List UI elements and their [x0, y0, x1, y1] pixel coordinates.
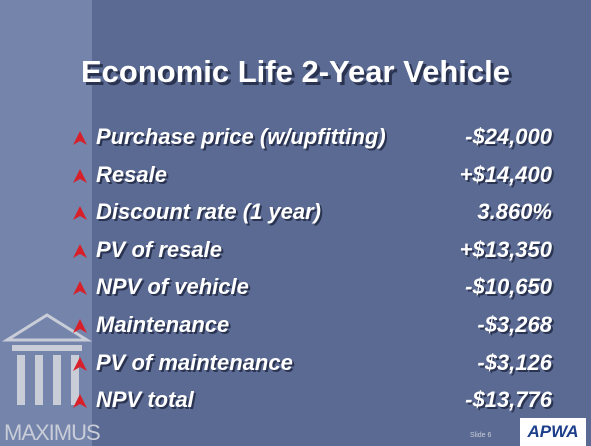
- bullet-arrow: [73, 243, 87, 258]
- bullet-arrow: [73, 319, 87, 333]
- bullet-item: Purchase price (w/upfitting) -$24,000: [72, 124, 552, 154]
- item-label: PV of resale: [96, 236, 222, 262]
- bullet-item: Resale +$14,400: [72, 162, 552, 192]
- item-value: +$13,350: [459, 236, 552, 262]
- item-value: -$10,650: [465, 274, 552, 300]
- bullet-arrow: [73, 281, 87, 296]
- slide-title: Economic Life 2-Year Vehicle: [80, 54, 511, 89]
- bullet-arrow: [73, 356, 87, 371]
- item-label: Purchase price (w/upfitting): [96, 124, 386, 149]
- bullet-item: NPV total -$13,776: [72, 387, 552, 417]
- item-value: -$3,126: [477, 349, 552, 375]
- bullet-arrow: [73, 206, 87, 221]
- item-value: 3.860%: [477, 199, 552, 225]
- partner-logo: APWA: [520, 418, 586, 446]
- bullet-item: NPV of vehicle -$10,650: [72, 274, 552, 304]
- bullet-arrow: [73, 394, 87, 409]
- item-value: -$24,000: [465, 124, 552, 149]
- item-label: PV of maintenance: [96, 349, 293, 375]
- bullet-item: PV of resale +$13,350: [72, 237, 552, 267]
- item-value: -$3,268: [477, 312, 552, 337]
- item-label: Resale: [96, 161, 167, 187]
- building-icon: [2, 313, 92, 405]
- bullet-arrow: [73, 168, 87, 183]
- bullet-arrow: [73, 131, 87, 145]
- item-value: +$14,400: [459, 161, 552, 187]
- bullet-item: PV of maintenance -$3,126: [72, 350, 552, 380]
- item-label: NPV of vehicle: [96, 274, 249, 300]
- item-label: NPV total: [96, 387, 194, 413]
- item-label: Maintenance: [96, 312, 230, 337]
- bullet-item: Maintenance -$3,268: [72, 312, 552, 342]
- logo: MAXIMUS: [4, 420, 101, 445]
- slide-number: Slide 6: [470, 432, 492, 439]
- item-value: -$13,776: [465, 387, 552, 413]
- bullet-item: Discount rate (1 year) 3.860%: [72, 199, 552, 229]
- item-label: Discount rate (1 year): [96, 199, 321, 225]
